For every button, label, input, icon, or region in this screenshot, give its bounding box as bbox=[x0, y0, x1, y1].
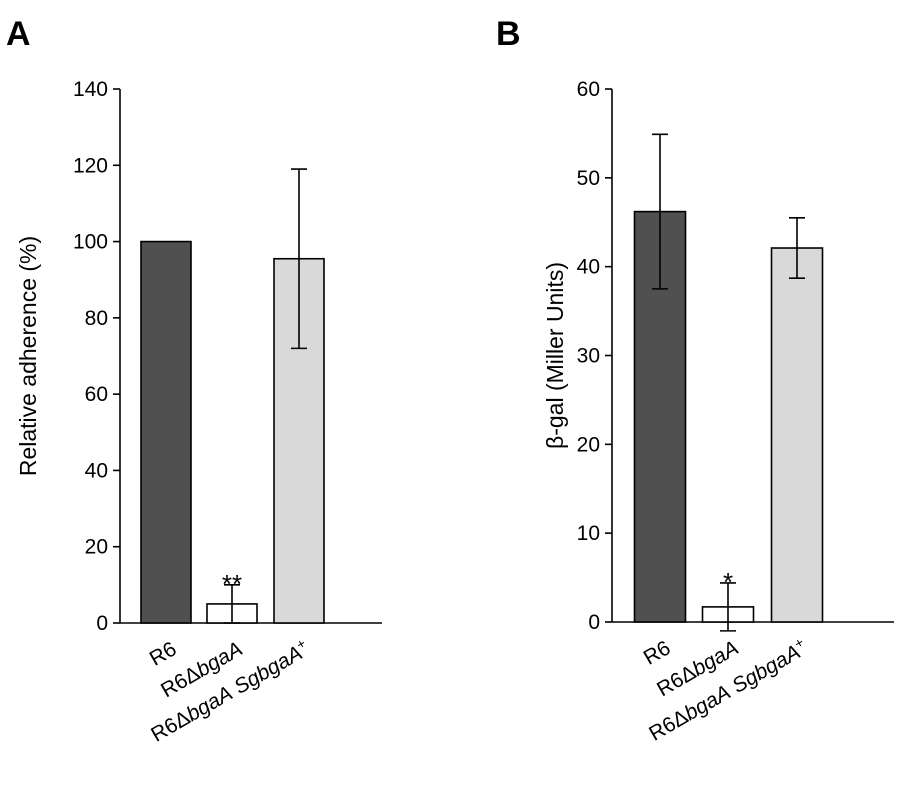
chart-b-y-tick-label: 60 bbox=[577, 78, 600, 101]
chart-b-y-axis-title: β-gal (Miller Units) bbox=[542, 262, 568, 449]
chart-b-y-tick-label: 40 bbox=[577, 256, 600, 279]
chart-b-error-bar-3 bbox=[789, 217, 805, 280]
chart-b-error-bar-1 bbox=[652, 133, 668, 290]
chart-a-y-tick-label: 0 bbox=[96, 612, 108, 635]
panel-a-letter: A bbox=[6, 15, 31, 53]
chart-a-y-tick-label: 120 bbox=[73, 154, 108, 177]
chart-a-y-tick-label: 80 bbox=[85, 307, 108, 330]
chart-a-y-tick-label: 20 bbox=[85, 536, 108, 559]
chart-b-y-tick-label: 20 bbox=[577, 433, 600, 456]
chart-b-error-bar-2 bbox=[720, 582, 736, 632]
chart-a-error-bar-3 bbox=[291, 168, 307, 350]
chart-a-y-tick-label: 100 bbox=[73, 231, 108, 254]
panel-b-letter: B bbox=[496, 15, 521, 53]
chart-a-y-tick-label: 140 bbox=[73, 78, 108, 101]
chart-a-significance-mark-2: ** bbox=[222, 569, 242, 599]
chart-b-bar-3 bbox=[770, 247, 824, 623]
chart-b-y-tick-label: 10 bbox=[577, 522, 600, 545]
chart-b-y-tick-label: 50 bbox=[577, 167, 600, 190]
chart-b-significance-mark-2: * bbox=[723, 567, 733, 597]
panel-a-chart: A 0 20 40 60 80 100 120 140 Relative adherence (… bbox=[6, 15, 382, 747]
chart-b-category-label-1: R6 bbox=[640, 636, 675, 669]
chart-a-y-tick-label: 60 bbox=[85, 383, 108, 406]
chart-a-y-axis-title: Relative adherence (%) bbox=[15, 236, 41, 476]
chart-b-y-tick-label: 30 bbox=[577, 345, 600, 368]
chart-a-category-label-1: R6 bbox=[146, 637, 181, 670]
chart-b-y-tick-label: 0 bbox=[588, 611, 600, 634]
chart-a-error-bar-2 bbox=[224, 584, 240, 624]
chart-a-bar-1 bbox=[140, 240, 192, 624]
chart-a-y-tick-label: 40 bbox=[85, 459, 108, 482]
